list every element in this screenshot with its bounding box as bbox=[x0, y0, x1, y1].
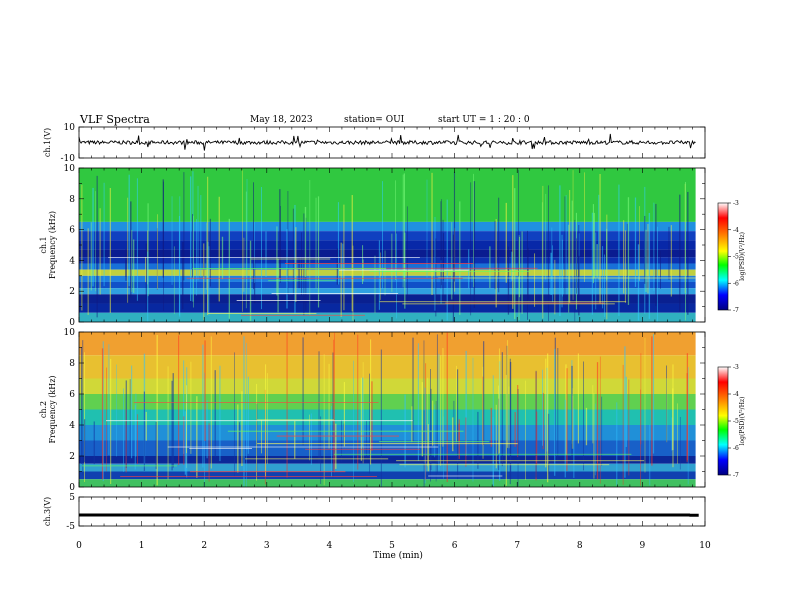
y-tick-label: 6 bbox=[69, 390, 75, 400]
ylabel-line: Frequency (kHz) bbox=[48, 211, 57, 279]
y-tick-label: 2 bbox=[69, 452, 75, 462]
ch2-spectrogram-ylabel: ch.2Frequency (kHz) bbox=[39, 375, 57, 443]
start-time-label: start UT = 1 : 20 : 0 bbox=[438, 115, 530, 125]
ch3-waveform-ylabel: ch.3(V) bbox=[43, 497, 52, 526]
spectrogram-band bbox=[79, 304, 705, 313]
ch1-trace bbox=[79, 134, 696, 151]
ch3-waveform-panel: 5 -5 ch.3(V) bbox=[43, 493, 705, 532]
ch1-waveform-ylabel: ch.1(V) bbox=[43, 128, 52, 157]
y-tick-label: -5 bbox=[66, 522, 75, 532]
ylabel-line: ch.3(V) bbox=[43, 497, 52, 526]
x-tick-label: 7 bbox=[514, 541, 520, 551]
ch1-spectrogram-panel: -3-4-5-6-7log(PSD)(V²/Hz)0246810ch.1Freq… bbox=[39, 164, 746, 328]
colorbar bbox=[718, 367, 728, 475]
ch1-spectrogram-ylabel: ch.1Frequency (kHz) bbox=[39, 211, 57, 279]
colorbar-label: log(PSD)(V²/Hz) bbox=[739, 232, 746, 281]
panels-group: 10-10ch.1(V)-3-4-5-6-7log(PSD)(V²/Hz)024… bbox=[39, 123, 746, 532]
colorbar-tick-label: -7 bbox=[733, 472, 739, 479]
colorbar-label: log(PSD)(V²/Hz) bbox=[739, 397, 746, 446]
y-tick-label: -10 bbox=[61, 154, 76, 164]
time-axis: 0 1 2 3 4 5 6 7 8 9 10 bbox=[76, 541, 711, 551]
ylabel-line: ch.1 bbox=[39, 236, 48, 253]
x-tick-label: 4 bbox=[327, 541, 333, 551]
ylabel-line: Frequency (kHz) bbox=[48, 375, 57, 443]
x-tick-label: 2 bbox=[201, 541, 207, 551]
ch1-waveform-panel: 10 -10 ch.1(V) bbox=[43, 123, 705, 164]
ylabel-line: ch.2 bbox=[39, 401, 48, 418]
ylabel-line: ch.1(V) bbox=[43, 128, 52, 157]
x-tick-label: 0 bbox=[76, 541, 82, 551]
ch2-spectrogram-panel: -3-4-5-6-7log(PSD)(V²/Hz)0246810ch.2Freq… bbox=[39, 328, 746, 493]
x-tick-label: 5 bbox=[389, 541, 395, 551]
date-label: May 18, 2023 bbox=[250, 115, 313, 125]
x-tick-label: 3 bbox=[264, 541, 270, 551]
y-tick-label: 8 bbox=[69, 359, 75, 369]
y-tick-label: 2 bbox=[69, 287, 75, 297]
x-axis-label: Time (min) bbox=[373, 550, 423, 561]
station-label: station= OUI bbox=[344, 115, 405, 125]
x-tick-label: 1 bbox=[139, 541, 145, 551]
y-tick-label: 4 bbox=[69, 421, 75, 431]
y-tick-label: 6 bbox=[69, 226, 75, 236]
x-tick-label: 9 bbox=[640, 541, 646, 551]
spectrogram-band bbox=[79, 222, 705, 231]
y-tick-label: 0 bbox=[69, 483, 75, 493]
colorbar-tick-label: -3 bbox=[733, 364, 739, 371]
colorbar-tick-label: -7 bbox=[733, 307, 739, 314]
y-tick-label: 4 bbox=[69, 256, 75, 266]
spectrogram-band bbox=[79, 472, 705, 480]
y-tick-label: 10 bbox=[64, 328, 76, 338]
spectrogram-band bbox=[79, 168, 705, 222]
colorbar bbox=[718, 203, 728, 310]
y-tick-label: 10 bbox=[64, 123, 76, 133]
x-tick-label: 8 bbox=[577, 541, 583, 551]
x-tick-label: 10 bbox=[699, 541, 711, 551]
x-tick-label: 6 bbox=[452, 541, 458, 551]
y-tick-label: 0 bbox=[69, 318, 75, 328]
y-tick-label: 10 bbox=[64, 164, 76, 174]
y-tick-label: 8 bbox=[69, 195, 75, 205]
colorbar-tick-label: -3 bbox=[733, 200, 739, 207]
figure-title: VLF Spectra bbox=[79, 113, 150, 126]
y-tick-label: 5 bbox=[69, 493, 75, 503]
